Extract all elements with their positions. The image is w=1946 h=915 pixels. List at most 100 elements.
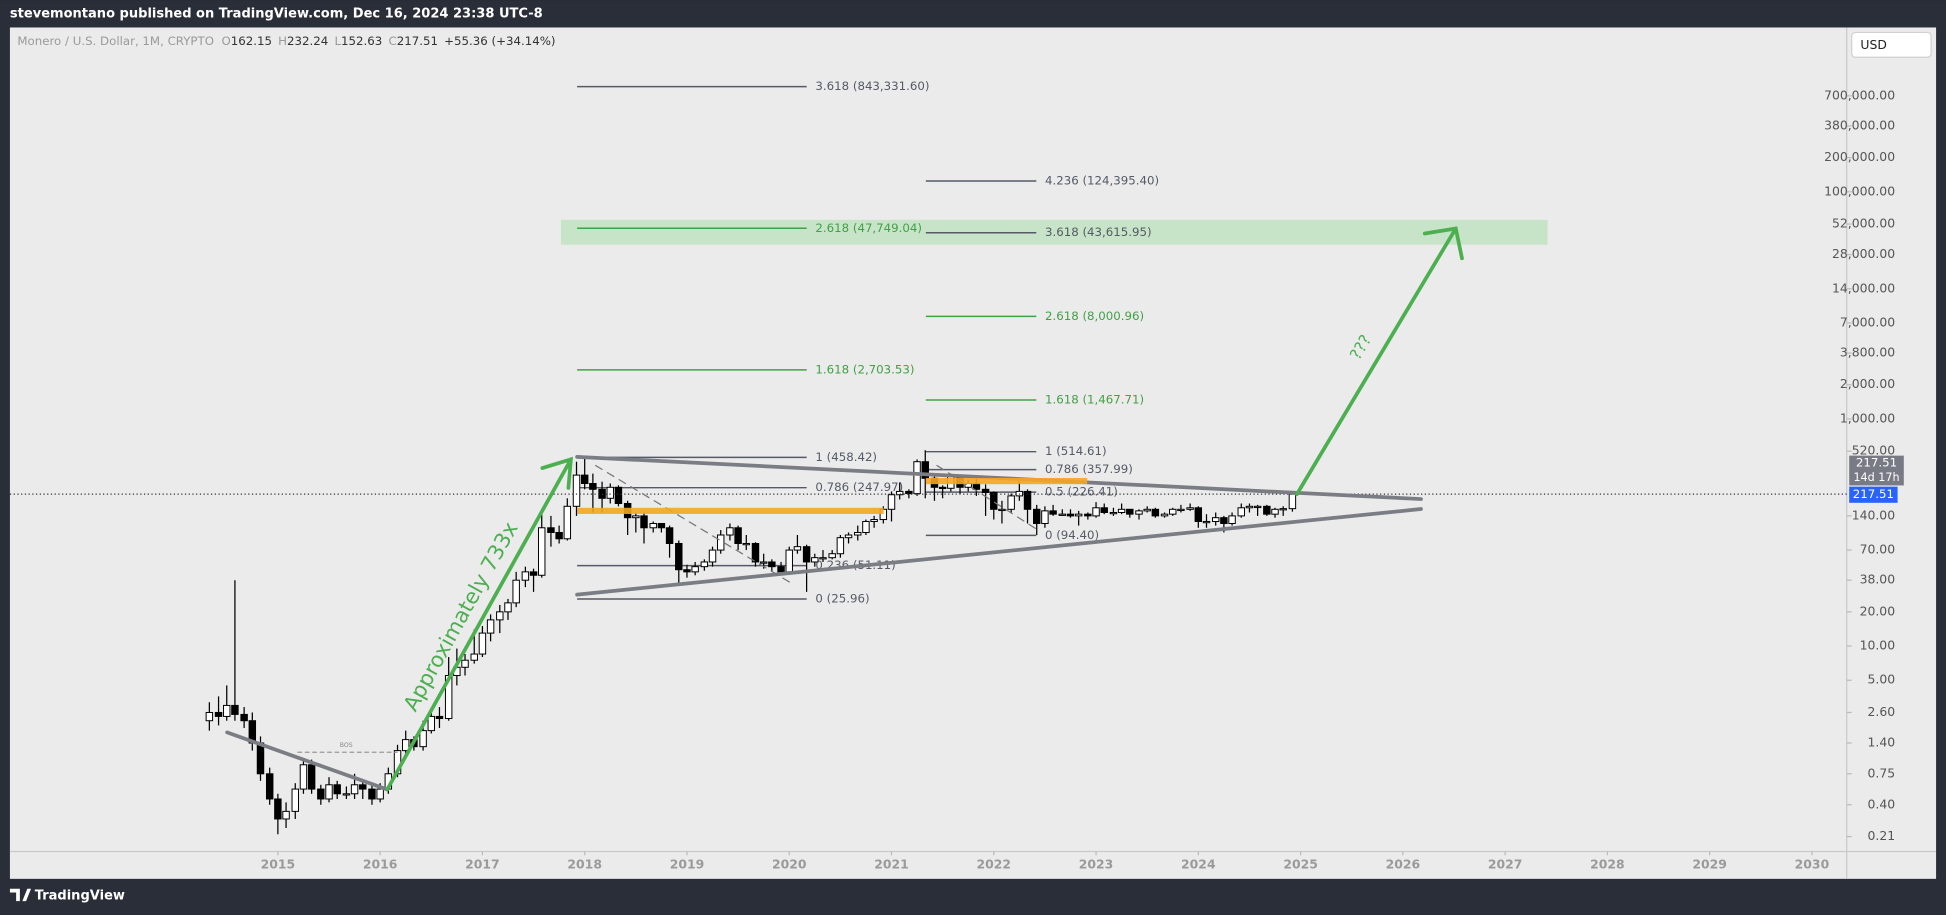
candle-body xyxy=(683,569,691,573)
target-zone xyxy=(560,219,1548,245)
candle-body xyxy=(1135,510,1143,515)
fib-label: 0 (94.40) xyxy=(1045,528,1099,542)
candle-body xyxy=(640,515,648,529)
currency[interactable]: USD xyxy=(1860,37,1887,52)
y-tick-label: 52,000.00 xyxy=(1832,216,1895,231)
y-tick-label: 1,000.00 xyxy=(1840,410,1895,425)
candle-body xyxy=(1263,505,1271,515)
dashed-line xyxy=(936,464,1041,532)
candle-body xyxy=(1177,508,1185,512)
y-tick-label: 20.00 xyxy=(1860,603,1896,618)
candle-body xyxy=(632,515,640,519)
candle-body xyxy=(1160,513,1169,517)
brand: TradingView xyxy=(35,889,125,904)
candle-body xyxy=(223,704,231,717)
y-tick-label: 200,000.00 xyxy=(1824,149,1895,164)
candle-body xyxy=(793,546,802,551)
fib-label: 0.5 (226.41) xyxy=(1045,485,1118,499)
symbol-legend: Monero / U.S. Dollar, 1M, CRYPTO O162.15 H… xyxy=(17,34,555,48)
candle-body xyxy=(317,788,325,800)
candle-body xyxy=(1084,513,1092,517)
fib-label: 2.618 (47,749.04) xyxy=(815,221,922,235)
candle-body xyxy=(887,494,896,510)
candle-body xyxy=(555,531,563,540)
ohlc-value: 162.15 xyxy=(231,34,272,48)
candle-body xyxy=(307,764,316,790)
x-tick-label: 2017 xyxy=(465,857,500,872)
candle-body xyxy=(1253,505,1262,509)
candle-body xyxy=(828,553,836,559)
candle-body xyxy=(675,542,683,571)
fib-label: 1 (514.61) xyxy=(1045,444,1107,458)
ohlc-value: 217.51 xyxy=(397,34,438,48)
trendline xyxy=(225,730,390,792)
y-tick-label: 2.60 xyxy=(1867,704,1895,719)
candle-body xyxy=(759,561,768,564)
y-tick-label: 520.00 xyxy=(1852,443,1896,458)
candle-body xyxy=(419,730,427,748)
candle-body xyxy=(844,534,853,539)
orange-band xyxy=(577,507,884,514)
candle-body xyxy=(785,549,793,573)
y-tick-label: 5.00 xyxy=(1867,672,1895,687)
candle-body xyxy=(359,784,367,790)
x-tick-label: 2028 xyxy=(1590,857,1625,872)
candle-body xyxy=(333,784,341,795)
candle-body xyxy=(1279,508,1287,511)
y-tick-label: 28,000.00 xyxy=(1832,246,1895,261)
price-tag-text: 217.51 xyxy=(1856,456,1897,470)
candle-body xyxy=(376,788,384,800)
candle-body xyxy=(862,520,870,533)
drawings xyxy=(225,226,1464,792)
candle-body xyxy=(1033,508,1041,524)
candle-body xyxy=(1202,520,1211,524)
arrow xyxy=(1295,226,1464,496)
last-price-tag xyxy=(1849,486,1898,503)
candle-body xyxy=(1228,515,1236,524)
x-tick-label: 2015 xyxy=(261,857,296,872)
candle-body xyxy=(282,810,290,820)
fib-label: 3.618 (43,615.95) xyxy=(1045,225,1152,239)
candle-body xyxy=(240,713,248,722)
y-tick-label: 7,000.00 xyxy=(1840,314,1895,329)
candle-body xyxy=(205,711,214,722)
candle-body xyxy=(870,519,878,522)
candle-body xyxy=(726,527,734,536)
ohlc-value: 152.63 xyxy=(341,34,382,48)
y-tick-label: 38.00 xyxy=(1860,572,1896,587)
candle-body xyxy=(819,557,827,560)
candle-body xyxy=(1074,513,1083,517)
fib-label: 0.786 (247.97) xyxy=(815,480,903,494)
candle-body xyxy=(504,602,512,613)
x-tick-label: 2027 xyxy=(1488,857,1523,872)
candle-body xyxy=(547,527,555,533)
candle-body xyxy=(1211,517,1220,522)
currency-button[interactable] xyxy=(1851,31,1932,58)
candle-body xyxy=(1271,508,1279,515)
candle-body xyxy=(1041,510,1049,524)
candle-body xyxy=(274,798,282,820)
y-tick-label: 0.40 xyxy=(1867,796,1895,811)
candle-body xyxy=(913,461,921,495)
candle-body xyxy=(1245,505,1254,509)
candle-body xyxy=(716,534,725,551)
plot: 3.618 (843,331.60) 2.618 (47,749.04) 1.618… xyxy=(9,79,1847,835)
y-tick-label: 0.75 xyxy=(1867,765,1895,780)
brand-logo xyxy=(9,888,32,902)
candle-body xyxy=(751,542,760,563)
chart-area xyxy=(9,27,1937,879)
candle-body xyxy=(256,742,265,775)
annotation: BOS xyxy=(340,742,353,749)
candle-body xyxy=(580,474,589,484)
arrow xyxy=(385,456,573,792)
last-price-text: 217.51 xyxy=(1853,487,1894,501)
y-tick-label: 0.21 xyxy=(1867,828,1895,843)
candle-body xyxy=(1143,508,1151,512)
candle-body xyxy=(214,711,223,717)
candle-body xyxy=(854,531,862,536)
candle-body xyxy=(1100,507,1108,513)
x-tick-label: 2026 xyxy=(1386,857,1421,872)
candle-body xyxy=(529,571,538,576)
